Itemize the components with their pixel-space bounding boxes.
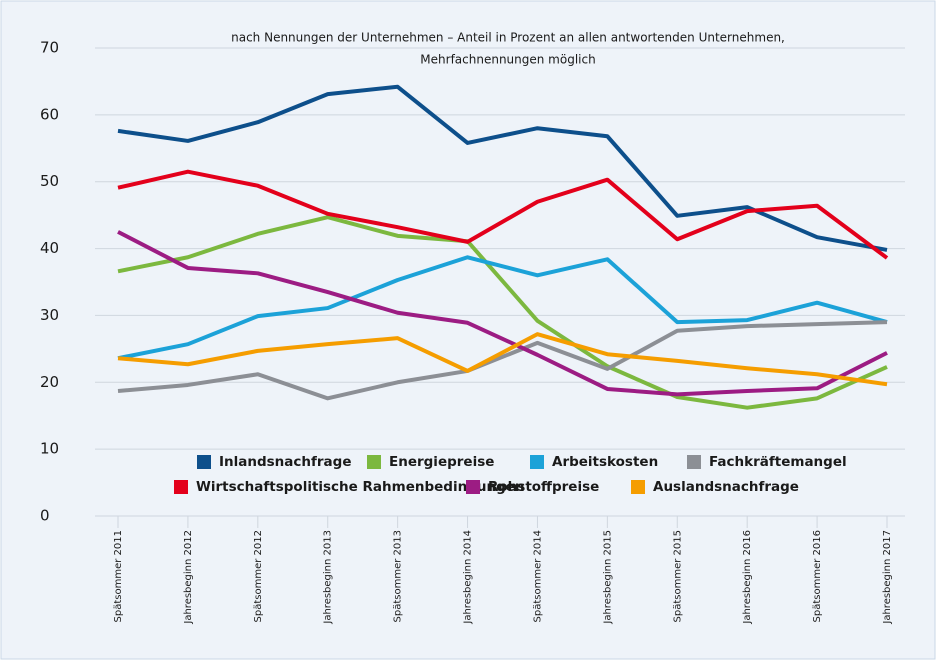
series-line bbox=[117, 320, 888, 401]
legend-swatch bbox=[174, 480, 188, 494]
x-tick-label: Jahresbeginn 2015 bbox=[602, 530, 613, 625]
legend-label: Fachkräftemangel bbox=[709, 454, 847, 470]
legend-label: Wirtschaftspolitische Rahmenbedingungen bbox=[196, 479, 525, 495]
chart-title: Mehrfachnennungen möglich bbox=[420, 53, 595, 67]
y-tick-label: 10 bbox=[40, 440, 59, 458]
x-tick-label: Spätsommer 2015 bbox=[672, 530, 683, 622]
legend-label: Inlandsnachfrage bbox=[219, 454, 351, 470]
y-tick-label: 0 bbox=[40, 507, 50, 525]
y-tick-label: 40 bbox=[40, 239, 59, 257]
legend-label: Energiepreise bbox=[389, 454, 494, 470]
y-tick-label: 60 bbox=[40, 105, 59, 123]
x-tick-label: Jahresbeginn 2012 bbox=[183, 530, 194, 625]
y-tick-label: 70 bbox=[40, 39, 59, 57]
y-tick-label: 20 bbox=[40, 373, 59, 391]
y-tick-label: 30 bbox=[40, 306, 59, 324]
series-line bbox=[117, 332, 888, 387]
series-line bbox=[117, 215, 888, 410]
legend-label: Auslandsnachfrage bbox=[653, 479, 799, 495]
x-tick-label: Spätsommer 2014 bbox=[532, 530, 543, 622]
x-tick-label: Jahresbeginn 2017 bbox=[882, 530, 893, 625]
x-tick-label: Jahresbeginn 2013 bbox=[323, 530, 334, 625]
legend-swatch bbox=[687, 455, 701, 469]
legend-swatch bbox=[631, 480, 645, 494]
series-line bbox=[117, 230, 888, 397]
series-line bbox=[117, 255, 888, 361]
y-tick-label: 50 bbox=[40, 172, 59, 190]
x-tick-label: Spätsommer 2016 bbox=[812, 530, 823, 622]
legend-swatch bbox=[197, 455, 211, 469]
series-line bbox=[117, 169, 889, 260]
legend-swatch bbox=[466, 480, 480, 494]
x-tick-label: Jahresbeginn 2016 bbox=[742, 530, 753, 625]
legend-swatch bbox=[530, 455, 544, 469]
legend-swatch bbox=[367, 455, 381, 469]
x-tick-label: Spätsommer 2011 bbox=[113, 530, 124, 622]
legend-label: Arbeitskosten bbox=[552, 454, 658, 470]
chart-title: nach Nennungen der Unternehmen – Anteil … bbox=[231, 31, 785, 45]
x-tick-label: Spätsommer 2012 bbox=[253, 530, 264, 622]
x-tick-label: Jahresbeginn 2014 bbox=[463, 530, 474, 625]
legend-label: Rohstoffpreise bbox=[488, 479, 599, 495]
x-tick-label: Spätsommer 2013 bbox=[393, 530, 404, 622]
